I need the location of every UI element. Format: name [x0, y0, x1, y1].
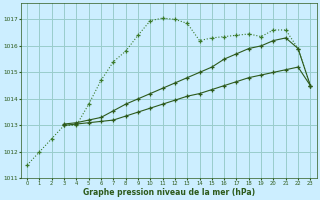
X-axis label: Graphe pression niveau de la mer (hPa): Graphe pression niveau de la mer (hPa) [83, 188, 255, 197]
